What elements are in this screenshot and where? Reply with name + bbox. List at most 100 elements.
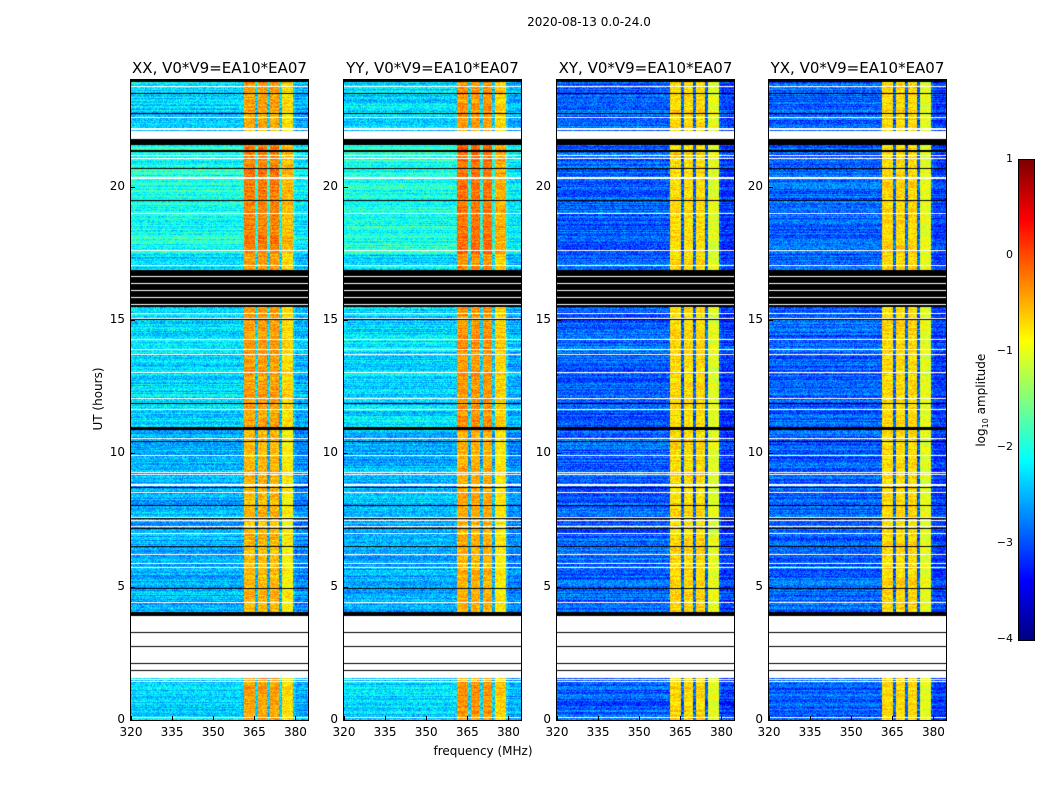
y-tick-label: 5 — [755, 578, 763, 593]
x-axis-label: frequency (MHz) — [433, 744, 533, 758]
x-tick-mark — [892, 716, 894, 720]
y-axis-label: UT (hours) — [91, 367, 105, 431]
y-tick-label: 10 — [535, 445, 551, 460]
y-tick-label: 15 — [747, 312, 763, 326]
x-tick-label: 380 — [496, 725, 520, 739]
panel-title: YY, V0*V9=EA10*EA07 — [346, 59, 519, 77]
x-tick-mark — [426, 716, 428, 720]
colorbar-label-prefix: log — [973, 428, 988, 447]
x-tick-mark — [467, 716, 469, 720]
x-tick-label: 350 — [201, 725, 225, 739]
y-tick-mark — [131, 586, 135, 588]
colorbar — [1018, 159, 1035, 641]
x-tick-mark — [172, 716, 174, 720]
spectrogram-heatmap — [557, 80, 734, 720]
x-tick-mark — [254, 716, 256, 720]
y-tick-mark — [344, 186, 348, 188]
x-tick-mark — [295, 716, 297, 720]
y-tick-mark — [769, 586, 773, 588]
colorbar-tick-label: −2 — [996, 440, 1013, 453]
x-tick-label: 365 — [668, 725, 692, 739]
panel-title: YX, V0*V9=EA10*EA07 — [770, 59, 945, 77]
y-tick-label: 10 — [322, 445, 338, 460]
colorbar-tick-label: 0 — [1006, 248, 1013, 261]
y-tick-mark — [344, 720, 348, 721]
spectrogram-heatmap — [344, 80, 521, 720]
colorbar-tick-label: 1 — [1006, 152, 1013, 165]
y-tick-mark — [557, 720, 561, 721]
y-tick-label: 5 — [543, 578, 551, 593]
x-tick-label: 365 — [455, 725, 479, 739]
x-tick-mark — [933, 716, 935, 720]
panel-title: XY, V0*V9=EA10*EA07 — [558, 59, 733, 77]
y-tick-label: 5 — [330, 578, 338, 593]
y-tick-label: 0 — [117, 712, 125, 726]
x-tick-label: 350 — [839, 725, 863, 739]
x-tick-label: 335 — [160, 725, 184, 739]
x-tick-label: 380 — [709, 725, 733, 739]
spectrogram-heatmap — [769, 80, 946, 720]
x-tick-mark — [508, 716, 510, 720]
x-tick-label: 380 — [921, 725, 945, 739]
y-tick-mark — [344, 453, 348, 455]
x-tick-label: 320 — [545, 725, 569, 739]
spectrogram-panel — [343, 79, 522, 721]
colorbar-label-suffix: amplitude — [973, 353, 988, 419]
y-tick-label: 0 — [543, 712, 551, 726]
x-tick-label: 320 — [757, 725, 781, 739]
x-tick-mark — [639, 716, 641, 720]
x-tick-label: 350 — [414, 725, 438, 739]
x-tick-label: 320 — [119, 725, 143, 739]
colorbar-gradient — [1019, 160, 1034, 640]
y-tick-label: 15 — [322, 312, 338, 326]
panel-title: XX, V0*V9=EA10*EA07 — [132, 59, 307, 77]
y-tick-label: 10 — [109, 445, 125, 460]
x-tick-mark — [721, 716, 723, 720]
colorbar-label-sub: 10 — [981, 418, 991, 429]
y-tick-label: 0 — [330, 712, 338, 726]
x-tick-label: 335 — [373, 725, 397, 739]
x-tick-mark — [680, 716, 682, 720]
y-tick-label: 20 — [535, 178, 551, 193]
x-tick-mark — [344, 716, 345, 720]
y-tick-mark — [557, 586, 561, 588]
y-tick-label: 15 — [109, 312, 125, 326]
x-tick-label: 350 — [627, 725, 651, 739]
y-tick-mark — [131, 720, 135, 721]
spectrogram-panel — [556, 79, 735, 721]
y-tick-mark — [344, 320, 348, 321]
colorbar-label: log10 amplitude — [974, 340, 990, 460]
x-tick-label: 380 — [283, 725, 307, 739]
y-tick-mark — [769, 720, 773, 721]
colorbar-tick-label: −3 — [996, 536, 1013, 549]
x-tick-label: 335 — [798, 725, 822, 739]
colorbar-tick-label: −1 — [996, 344, 1013, 357]
spectrogram-panel — [130, 79, 309, 721]
x-tick-mark — [851, 716, 853, 720]
x-tick-mark — [213, 716, 215, 720]
y-tick-label: 0 — [755, 712, 763, 726]
x-tick-label: 335 — [586, 725, 610, 739]
y-tick-label: 5 — [117, 578, 125, 593]
y-tick-label: 20 — [747, 178, 763, 193]
y-tick-mark — [131, 320, 135, 321]
y-tick-mark — [131, 186, 135, 188]
figure-title: 2020-08-13 0.0-24.0 — [527, 15, 651, 29]
x-tick-mark — [385, 716, 387, 720]
y-tick-label: 20 — [322, 178, 338, 193]
x-tick-mark — [769, 716, 770, 720]
y-tick-mark — [557, 320, 561, 321]
x-tick-label: 365 — [242, 725, 266, 739]
y-tick-label: 15 — [535, 312, 551, 326]
spectrogram-heatmap — [131, 80, 308, 720]
y-tick-mark — [131, 453, 135, 455]
y-tick-mark — [344, 586, 348, 588]
y-tick-label: 20 — [109, 178, 125, 193]
x-tick-mark — [810, 716, 812, 720]
x-tick-mark — [598, 716, 600, 720]
y-tick-label: 10 — [747, 445, 763, 460]
y-tick-mark — [769, 320, 773, 321]
y-tick-mark — [769, 186, 773, 188]
x-tick-label: 365 — [880, 725, 904, 739]
